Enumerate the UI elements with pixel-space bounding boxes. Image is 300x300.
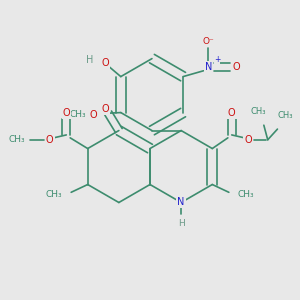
Text: CH₃: CH₃	[278, 111, 293, 120]
Text: CH₃: CH₃	[46, 190, 62, 199]
Text: O: O	[101, 58, 109, 68]
Text: CH₃: CH₃	[9, 135, 26, 144]
Text: O: O	[233, 62, 240, 72]
Text: O: O	[46, 135, 54, 145]
Text: CH₃: CH₃	[238, 190, 254, 199]
Text: O: O	[244, 135, 252, 145]
Text: H: H	[86, 55, 93, 65]
Text: H: H	[178, 219, 184, 228]
Text: N: N	[178, 197, 185, 208]
Text: CH₃: CH₃	[250, 107, 266, 116]
Text: CH₃: CH₃	[69, 110, 86, 119]
Text: O: O	[228, 108, 236, 118]
Text: O: O	[62, 108, 70, 118]
Text: O: O	[90, 110, 98, 119]
Text: O: O	[101, 104, 109, 114]
Text: O⁻: O⁻	[202, 37, 214, 46]
Text: +: +	[214, 55, 220, 64]
Text: N: N	[205, 62, 212, 72]
